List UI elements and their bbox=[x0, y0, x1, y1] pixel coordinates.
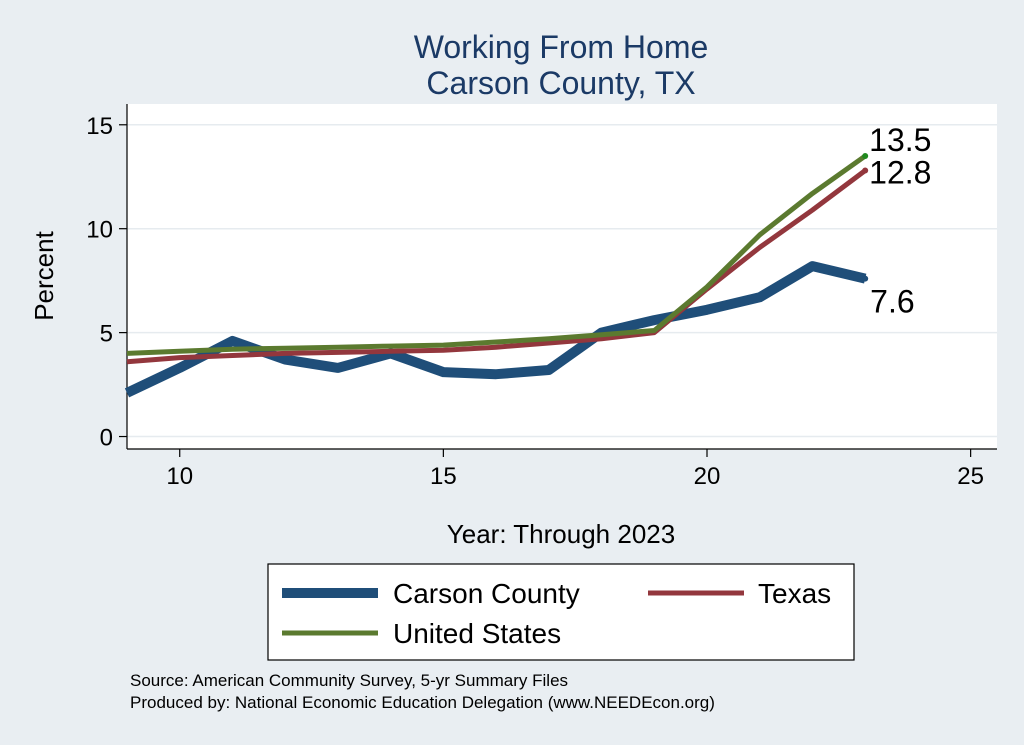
legend-label-united-states: United States bbox=[393, 618, 561, 649]
x-tick-label-20: 20 bbox=[694, 463, 721, 490]
end-label-texas: 12.8 bbox=[869, 155, 931, 191]
grid-lines bbox=[127, 124, 997, 438]
end-point-texas bbox=[862, 167, 869, 174]
x-tick-label-25: 25 bbox=[957, 463, 984, 490]
x-tick-label-15: 15 bbox=[430, 463, 457, 490]
legend-label-carson-county: Carson County bbox=[393, 578, 580, 609]
end-label-united-states: 13.5 bbox=[869, 122, 931, 158]
y-tick-label-15: 15 bbox=[86, 113, 113, 140]
x-tick-label-10: 10 bbox=[166, 463, 193, 490]
produced-by-note: Produced by: National Economic Education… bbox=[130, 693, 715, 712]
y-tick-label-10: 10 bbox=[86, 217, 113, 244]
legend-label-texas: Texas bbox=[758, 578, 831, 609]
end-label-carson-county: 7.6 bbox=[870, 284, 914, 320]
source-note: Source: American Community Survey, 5-yr … bbox=[130, 671, 568, 690]
series-line-texas bbox=[126, 168, 867, 365]
y-tick-label-5: 5 bbox=[100, 321, 113, 348]
y-tick-label-0: 0 bbox=[100, 425, 113, 452]
end-point-united-states bbox=[862, 152, 869, 159]
series-lines bbox=[124, 152, 869, 398]
series-line-united-states bbox=[126, 153, 867, 356]
legend-box bbox=[267, 563, 855, 661]
chart-title-line-2: Carson County, TX bbox=[426, 65, 695, 101]
x-axis-title: Year: Through 2023 bbox=[447, 519, 675, 549]
legend: Carson County Texas United States bbox=[267, 563, 855, 661]
y-axis-title: Percent bbox=[29, 230, 59, 320]
end-labels: 7.6 12.813.5 bbox=[869, 122, 931, 320]
end-point-carson-county bbox=[862, 275, 869, 282]
chart-title-line-1: Working From Home bbox=[414, 29, 709, 65]
tick-labels: 0 5 10 15 10 15 20 25 bbox=[86, 113, 984, 490]
